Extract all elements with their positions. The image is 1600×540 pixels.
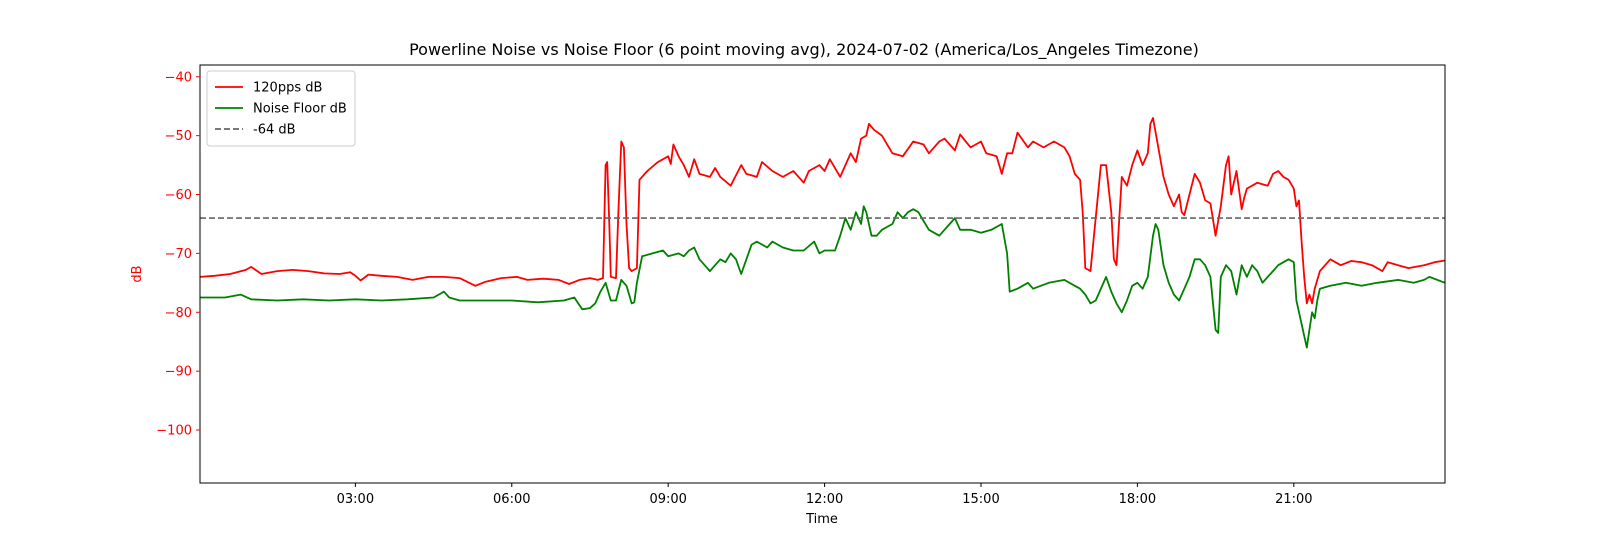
legend: 120pps dB Noise Floor dB -64 dB bbox=[206, 70, 356, 147]
x-tick-label-4: 15:00 bbox=[962, 492, 999, 507]
x-axis-label: Time bbox=[805, 512, 838, 527]
x-axis: 03:00 06:00 09:00 12:00 15:00 18:00 21:00 bbox=[337, 483, 1313, 507]
series-line-1 bbox=[200, 205, 1446, 349]
x-tick-label-3: 12:00 bbox=[806, 492, 843, 507]
y-tick-label-5: −90 bbox=[165, 365, 192, 380]
plot-area bbox=[199, 64, 1446, 484]
x-tick-label-5: 18:00 bbox=[1119, 492, 1156, 507]
y-tick-label-4: −80 bbox=[165, 306, 192, 321]
plot-frame bbox=[199, 64, 1446, 484]
x-tick-label-0: 03:00 bbox=[337, 492, 374, 507]
legend-label-0: 120pps dB bbox=[253, 81, 322, 96]
y-tick-label-6: −100 bbox=[156, 424, 192, 439]
x-tick-label-6: 21:00 bbox=[1275, 492, 1312, 507]
chart-title: Powerline Noise vs Noise Floor (6 point … bbox=[409, 40, 1199, 60]
legend-label-2: -64 dB bbox=[253, 123, 296, 138]
y-tick-label-3: −70 bbox=[165, 247, 192, 262]
legend-box bbox=[206, 70, 356, 147]
x-tick-label-2: 09:00 bbox=[649, 492, 686, 507]
y-tick-label-2: −60 bbox=[165, 188, 192, 203]
y-axis-label: dB bbox=[130, 265, 145, 282]
legend-label-1: Noise Floor dB bbox=[253, 102, 347, 117]
y-axis: −40 −50 −60 −70 −80 −90 −100 bbox=[156, 70, 200, 439]
y-tick-label-0: −40 bbox=[165, 70, 192, 85]
x-tick-label-1: 06:00 bbox=[493, 492, 530, 507]
series-line-0 bbox=[199, 117, 1446, 305]
series-layer bbox=[199, 117, 1446, 349]
y-tick-label-1: −50 bbox=[165, 129, 192, 144]
